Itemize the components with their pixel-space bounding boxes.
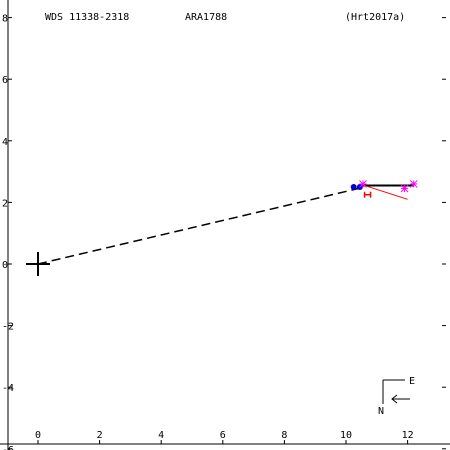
y-tick-label: 8 xyxy=(2,14,8,25)
y-tick-label: -2 xyxy=(2,322,14,333)
magenta-point xyxy=(400,184,409,193)
blue-point xyxy=(350,184,357,190)
y-tick-label: 2 xyxy=(2,198,8,209)
residual-line xyxy=(364,184,408,200)
magenta-point xyxy=(409,180,418,188)
y-tick-label: -6 xyxy=(2,445,14,450)
x-tick-label: 6 xyxy=(220,430,226,441)
x-tick-label: 4 xyxy=(158,430,164,441)
y-axis-ticks: -6 -4 -2 0 2 4 6 8 xyxy=(2,14,446,450)
y-tick-label: 6 xyxy=(2,75,8,86)
y-tick-label: -4 xyxy=(2,383,14,394)
magenta-point xyxy=(359,180,367,188)
discoverer-label: ARA1788 xyxy=(185,12,227,23)
dashed-line xyxy=(37,187,359,265)
x-axis-ticks: 0 2 4 6 8 10 12 xyxy=(35,430,414,444)
x-tick-label: 10 xyxy=(340,430,352,441)
x-tick-label: 2 xyxy=(97,430,103,441)
data-marks xyxy=(26,180,418,276)
compass-east-label: E xyxy=(409,376,415,387)
wds-label: WDS 11338-2318 xyxy=(45,12,129,23)
x-tick-label: 12 xyxy=(402,430,414,441)
magenta-point-d2 xyxy=(400,184,409,193)
y-tick-label: 4 xyxy=(2,137,8,148)
y-tick-label: 0 xyxy=(2,260,8,271)
x-tick-label: 8 xyxy=(281,430,287,441)
compass-arrow-head xyxy=(391,394,398,404)
magenta-point-d2 xyxy=(359,180,367,188)
magenta-point-d2 xyxy=(409,180,418,188)
compass-north-label: N xyxy=(378,406,384,417)
measure-marker xyxy=(363,191,372,198)
compass: E N xyxy=(378,376,415,417)
x-tick-label: 0 xyxy=(35,430,41,441)
reference-label: (Hrt2017a) xyxy=(345,12,405,23)
